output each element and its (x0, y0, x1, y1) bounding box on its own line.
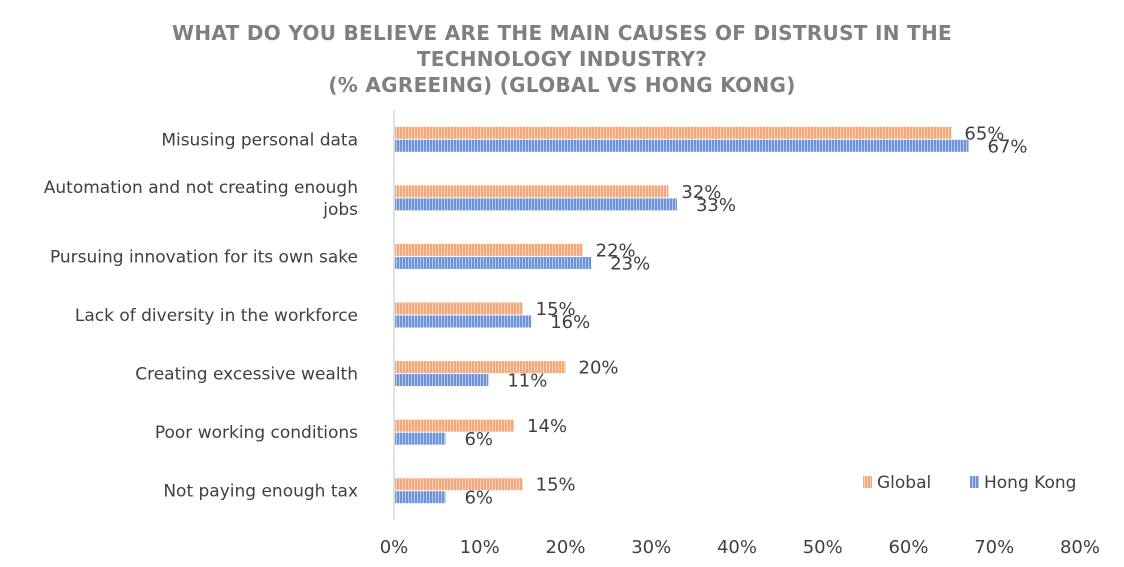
data-label: 23% (610, 253, 650, 274)
bar-hong-kong (395, 432, 446, 445)
legend-label: Hong Kong (984, 473, 1076, 493)
category-label: Lack of diversity in the workforce (75, 306, 358, 326)
data-label: 33% (696, 195, 736, 216)
data-label: 22% (596, 240, 636, 261)
labels-layer: Misusing personal data 65%67% Automation a… (44, 123, 1028, 508)
bar-hong-kong (395, 139, 969, 152)
bar-global (395, 478, 523, 491)
category-label: Misusing personal data (161, 130, 358, 150)
data-label: 16% (550, 312, 590, 333)
data-label: 14% (527, 416, 567, 437)
bar-hong-kong (395, 374, 489, 387)
x-tick-label: 70% (974, 537, 1014, 558)
bar-global (395, 185, 669, 198)
data-label: 11% (507, 371, 547, 392)
bar-global (395, 243, 583, 256)
data-label: 67% (988, 136, 1028, 157)
legend-label: Global (877, 473, 931, 493)
category-label: Not paying enough tax (163, 482, 358, 502)
x-tick-label: 20% (545, 537, 585, 558)
bar-hong-kong (395, 491, 446, 504)
data-label: 6% (464, 429, 493, 450)
data-label: 65% (964, 123, 1004, 144)
bar-hong-kong (395, 315, 532, 328)
category-label: Poor working conditions (155, 423, 358, 443)
x-tick-label: 50% (803, 537, 843, 558)
chart-title: WHAT DO YOU BELIEVE ARE THE MAIN CAUSES … (0, 20, 1124, 98)
bars-layer (395, 126, 969, 504)
data-label: 15% (536, 299, 576, 320)
data-label: 32% (681, 182, 721, 203)
bar-hong-kong (395, 198, 677, 211)
data-label: 6% (464, 488, 493, 509)
x-tick-label: 10% (460, 537, 500, 558)
x-tick-label: 30% (631, 537, 671, 558)
x-tick-label: 40% (717, 537, 757, 558)
legend: Global Hong Kong (863, 473, 1076, 493)
category-label: jobs (322, 200, 358, 220)
x-tick-label: 80% (1060, 537, 1100, 558)
x-tick-label: 0% (380, 537, 409, 558)
chart-title-line-3: (% AGREEING) (GLOBAL VS HONG KONG) (328, 73, 796, 97)
category-label: Creating excessive wealth (135, 365, 358, 385)
category-label: Automation and not creating enough (44, 178, 358, 198)
bar-global (395, 419, 515, 432)
bar-global (395, 361, 566, 374)
chart-title-line-1: WHAT DO YOU BELIEVE ARE THE MAIN CAUSES … (172, 21, 952, 45)
bar-global (395, 126, 952, 139)
bar-global (395, 302, 523, 315)
bar-hong-kong (395, 256, 592, 269)
axis-layer: 0% 10% 20% 30% 40% 50% 60% 70% 80% (380, 110, 1100, 558)
legend-swatch (863, 476, 872, 488)
data-label: 15% (536, 475, 576, 496)
chart-title-line-2: TECHNOLOGY INDUSTRY? (416, 47, 708, 71)
category-label: Pursuing innovation for its own sake (50, 247, 358, 267)
data-label: 20% (579, 358, 619, 379)
legend-swatch (970, 476, 979, 488)
x-tick-label: 60% (888, 537, 928, 558)
